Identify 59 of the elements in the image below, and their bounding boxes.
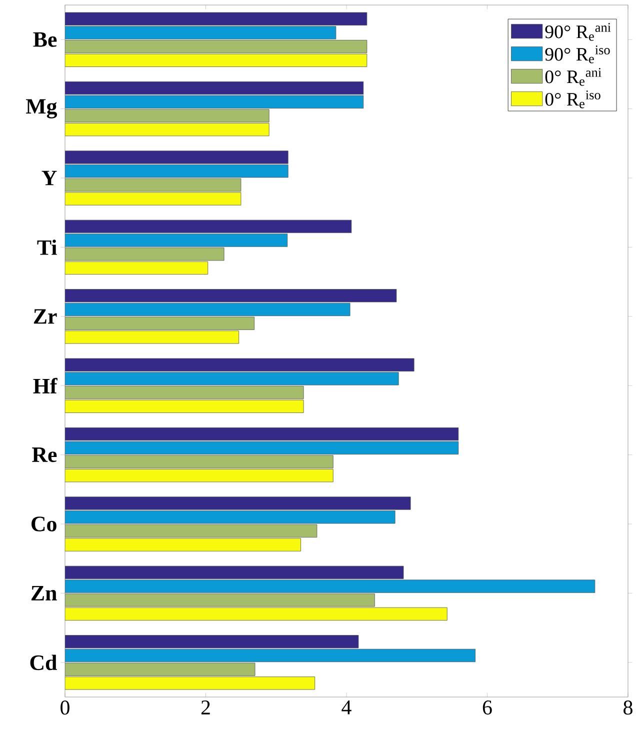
bar	[65, 635, 359, 648]
bar	[65, 316, 255, 330]
x-tick-label: 8	[624, 700, 632, 715]
bar	[65, 510, 396, 524]
bar	[65, 109, 270, 122]
bar	[65, 524, 318, 538]
y-tick-label: Mg	[26, 99, 58, 118]
bar	[65, 54, 368, 67]
y-tick-label: Zr	[34, 309, 57, 324]
bar	[65, 81, 364, 95]
bar	[65, 427, 459, 441]
bar	[65, 95, 364, 108]
y-tick-label: Ti	[37, 240, 57, 255]
legend-label: 90° R$_{e}$ani	[545, 23, 611, 41]
bar	[65, 289, 397, 302]
y-tick-label: Be	[33, 32, 57, 47]
bar	[65, 261, 208, 275]
legend-label: 0° R$_{e}$iso	[545, 90, 600, 108]
bar	[65, 248, 224, 261]
bar	[65, 358, 414, 372]
bar	[65, 580, 596, 593]
y-tick-label: Re	[32, 448, 57, 462]
y-tick-label: Hf	[33, 378, 58, 394]
legend-label: 0° R$_{e}$ani	[545, 68, 602, 86]
y-tick-label: Zn	[31, 586, 57, 600]
bar	[65, 455, 334, 468]
bar	[65, 662, 256, 676]
x-tick-label: 0	[60, 700, 70, 715]
bar	[65, 496, 411, 510]
bar	[65, 150, 288, 164]
bar	[65, 122, 270, 136]
bar	[65, 607, 448, 621]
bar	[65, 302, 350, 316]
bar	[65, 234, 288, 247]
bar	[65, 676, 316, 690]
y-tick-label: Cd	[30, 654, 57, 670]
bar	[65, 178, 242, 192]
bar	[65, 40, 368, 54]
y-tick-label: Co	[32, 516, 56, 532]
legend-label: 90° R$_{e}$iso	[545, 46, 610, 64]
bar	[65, 26, 336, 40]
bar	[65, 192, 242, 206]
bar	[65, 330, 240, 344]
x-tick-label: 6	[482, 700, 492, 715]
bar	[65, 538, 301, 552]
bar	[65, 220, 352, 234]
bar	[65, 441, 459, 454]
bar	[65, 400, 304, 413]
bar	[65, 372, 399, 386]
bar	[65, 648, 476, 662]
bar	[65, 594, 375, 607]
bar	[65, 386, 304, 400]
bar	[65, 164, 288, 178]
bar	[65, 566, 404, 580]
x-tick-label: 4	[342, 700, 352, 714]
x-tick-label: 2	[201, 700, 210, 714]
y-tick-label: Y	[42, 170, 57, 186]
bar	[65, 469, 334, 482]
bar	[65, 12, 368, 26]
